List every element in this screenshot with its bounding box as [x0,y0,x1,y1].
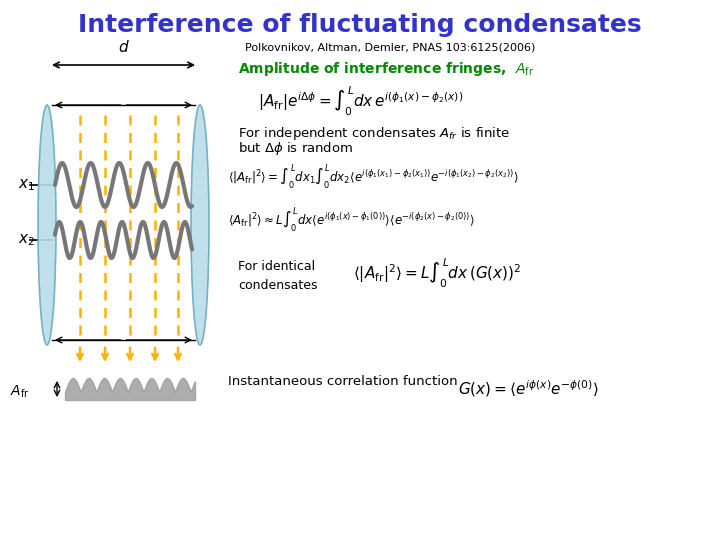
Text: For independent condensates $A_{fr}$ is finite: For independent condensates $A_{fr}$ is … [238,125,510,142]
Text: d: d [119,40,128,55]
Ellipse shape [38,105,56,345]
Text: $|A_{\mathrm{fr}}|e^{i\Delta\phi} = \int_0^L dx\, e^{i(\phi_1(x)-\phi_2(x))}$: $|A_{\mathrm{fr}}|e^{i\Delta\phi} = \int… [258,85,464,118]
Text: $\langle A_{\mathrm{fr}}|^2 \rangle \approx L \int_0^L dx\langle e^{i(\phi_1(x)-: $\langle A_{\mathrm{fr}}|^2 \rangle \app… [228,205,475,234]
Text: $x_2$: $x_2$ [18,232,35,248]
Text: Polkovnikov, Altman, Demler, PNAS 103:6125(2006): Polkovnikov, Altman, Demler, PNAS 103:61… [245,43,535,53]
Text: $G(x) = \langle e^{i\phi(x)} e^{-\phi(0)}\rangle$: $G(x) = \langle e^{i\phi(x)} e^{-\phi(0)… [458,378,599,399]
Text: $\langle |A_{\mathrm{fr}}|^2 \rangle = \int_0^L dx_1 \int_0^L dx_2 \langle e^{i(: $\langle |A_{\mathrm{fr}}|^2 \rangle = \… [228,162,518,191]
Text: Amplitude of interference fringes,  $A_{\mathrm{fr}}$: Amplitude of interference fringes, $A_{\… [238,60,534,78]
Ellipse shape [191,105,209,345]
Text: $A_{\mathrm{fr}}$: $A_{\mathrm{fr}}$ [10,384,30,400]
Text: $x_1$: $x_1$ [18,177,35,193]
Text: $\langle|A_{\mathrm{fr}}|^2\rangle = L\int_0^L dx\,(G(x))^2$: $\langle|A_{\mathrm{fr}}|^2\rangle = L\i… [353,257,521,291]
Text: For identical
condensates: For identical condensates [238,260,318,292]
Text: but $\Delta\phi$ is random: but $\Delta\phi$ is random [238,140,354,157]
Text: Instantaneous correlation function: Instantaneous correlation function [228,375,458,388]
Text: Interference of fluctuating condensates: Interference of fluctuating condensates [78,13,642,37]
